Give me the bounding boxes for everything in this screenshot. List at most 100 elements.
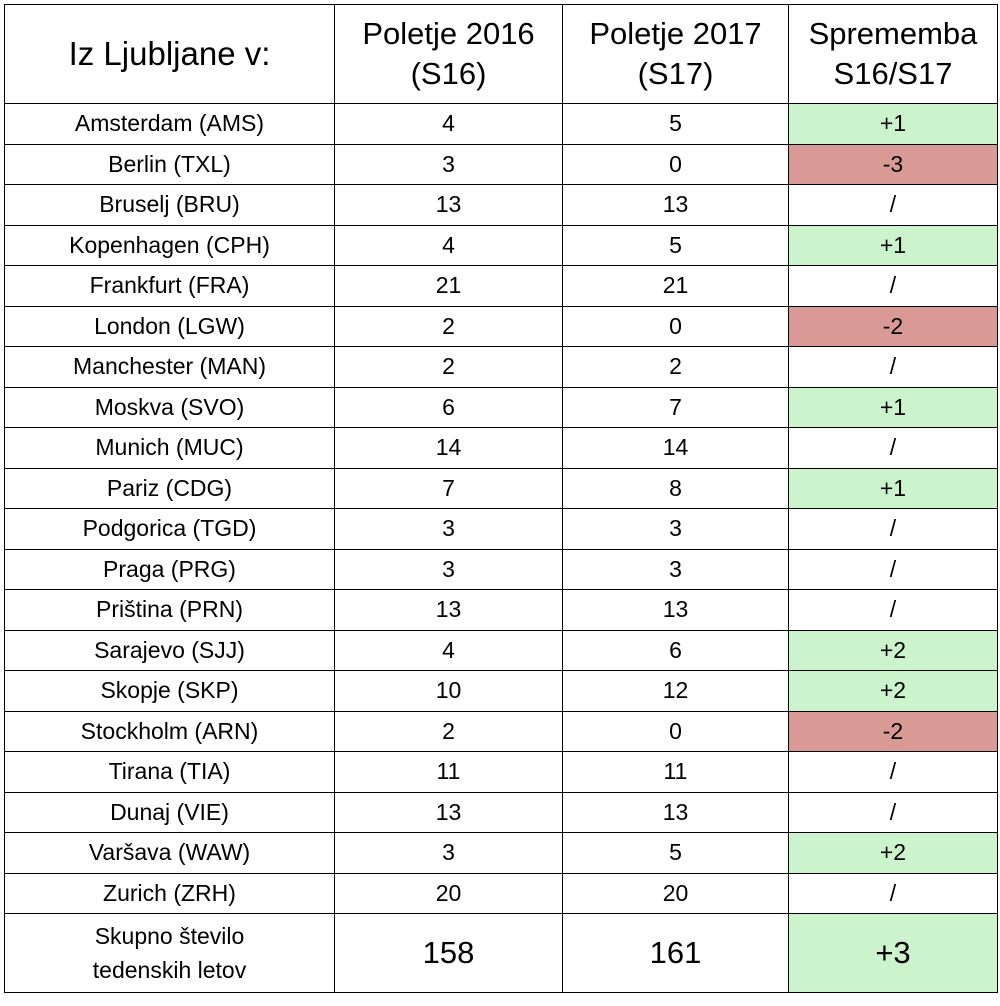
s16-cell: 11 [334,751,563,793]
s16-cell: 14 [334,427,563,469]
header-summer-2016-code: (S16) [410,56,487,91]
s17-cell: 5 [562,832,789,874]
destination-cell: Zurich (ZRH) [4,872,335,914]
destination-cell: Stockholm (ARN) [4,710,335,752]
table-row: Varšava (WAW) 3 5 +2 [4,832,998,874]
s17-cell: 0 [562,710,789,752]
s17-cell: 11 [562,751,789,793]
table-row: Praga (PRG) 3 3/ [4,548,998,590]
destination-cell: Podgorica (TGD) [4,508,335,550]
table-row: Tirana (TIA) 11 11/ [4,751,998,793]
change-cell: / [788,265,998,307]
change-cell: +2 [788,832,998,874]
header-change: Sprememba S16/S17 [788,4,998,104]
s17-cell: 8 [562,467,789,509]
header-summer-2017: Poletje 2017 (S17) [562,4,789,104]
s17-cell: 14 [562,427,789,469]
table-row: Priština (PRN) 13 13/ [4,589,998,631]
change-cell: +1 [788,103,998,145]
header-summer-2017-code: (S17) [637,56,714,91]
destination-cell: Dunaj (VIE) [4,791,335,833]
total-row: Skupno število tedenskih letov 158 161 +… [4,913,998,993]
destination-cell: Moskva (SVO) [4,386,335,428]
change-cell: / [788,184,998,226]
table-row: London (LGW) 2 0 -2 [4,305,998,347]
destination-cell: Berlin (TXL) [4,143,335,185]
s16-cell: 3 [334,508,563,550]
table-row: Moskva (SVO) 6 7 +1 [4,386,998,428]
s16-cell: 7 [334,467,563,509]
table-row: Kopenhagen (CPH) 4 5 +1 [4,224,998,266]
s16-cell: 2 [334,346,563,388]
destination-cell: Bruselj (BRU) [4,184,335,226]
s17-cell: 0 [562,143,789,185]
s16-cell: 3 [334,143,563,185]
table-row: Sarajevo (SJJ) 4 6 +2 [4,629,998,671]
s17-cell: 3 [562,508,789,550]
table-row: Amsterdam (AMS) 4 5 +1 [4,103,998,145]
s17-cell: 0 [562,305,789,347]
s16-cell: 3 [334,548,563,590]
table-row: Munich (MUC) 14 14/ [4,427,998,469]
destination-cell: London (LGW) [4,305,335,347]
s17-cell: 12 [562,670,789,712]
s17-cell: 13 [562,791,789,833]
destination-cell: Munich (MUC) [4,427,335,469]
s17-cell: 20 [562,872,789,914]
header-summer-2016-title: Poletje 2016 [362,16,535,51]
s16-cell: 13 [334,791,563,833]
destination-cell: Kopenhagen (CPH) [4,224,335,266]
destination-cell: Tirana (TIA) [4,751,335,793]
change-cell: +1 [788,386,998,428]
destination-cell: Praga (PRG) [4,548,335,590]
table-row: Podgorica (TGD) 3 3/ [4,508,998,550]
change-cell: +2 [788,670,998,712]
destination-cell: Sarajevo (SJJ) [4,629,335,671]
s17-cell: 6 [562,629,789,671]
s17-cell: 5 [562,103,789,145]
total-s17: 161 [562,913,789,993]
destination-cell: Frankfurt (FRA) [4,265,335,307]
table-row: Stockholm (ARN) 2 0 -2 [4,710,998,752]
s16-cell: 2 [334,710,563,752]
s17-cell: 7 [562,386,789,428]
header-change-code: S16/S17 [833,56,953,91]
s16-cell: 3 [334,832,563,874]
table-row: Dunaj (VIE) 13 13/ [4,791,998,833]
change-cell: / [788,872,998,914]
change-cell: / [788,346,998,388]
change-cell: +2 [788,629,998,671]
header-destination: Iz Ljubljane v: [4,4,335,104]
s16-cell: 2 [334,305,563,347]
s17-cell: 2 [562,346,789,388]
destination-cell: Priština (PRN) [4,589,335,631]
table-row: Manchester (MAN) 2 2/ [4,346,998,388]
s16-cell: 20 [334,872,563,914]
change-cell: -2 [788,710,998,752]
table-row: Pariz (CDG) 7 8 +1 [4,467,998,509]
total-label-line2: tedenskih letov [92,957,247,983]
total-s16: 158 [334,913,563,993]
s17-cell: 13 [562,589,789,631]
change-cell: / [788,589,998,631]
change-cell: / [788,548,998,590]
header-change-title: Sprememba [808,16,978,51]
destination-cell: Varšava (WAW) [4,832,335,874]
change-cell: / [788,427,998,469]
change-cell: / [788,508,998,550]
s16-cell: 21 [334,265,563,307]
s16-cell: 4 [334,224,563,266]
destination-cell: Manchester (MAN) [4,346,335,388]
change-cell: -2 [788,305,998,347]
s16-cell: 13 [334,589,563,631]
s17-cell: 5 [562,224,789,266]
s17-cell: 21 [562,265,789,307]
s17-cell: 13 [562,184,789,226]
table-row: Bruselj (BRU) 13 13/ [4,184,998,226]
destination-cell: Amsterdam (AMS) [4,103,335,145]
total-label: Skupno število tedenskih letov [4,913,335,993]
table-body: Amsterdam (AMS) 4 5 +1 Berlin (TXL) 3 0 -3 Bruse… [4,103,998,993]
change-cell: / [788,791,998,833]
change-cell: +1 [788,224,998,266]
total-label-line1: Skupno število [94,923,245,949]
